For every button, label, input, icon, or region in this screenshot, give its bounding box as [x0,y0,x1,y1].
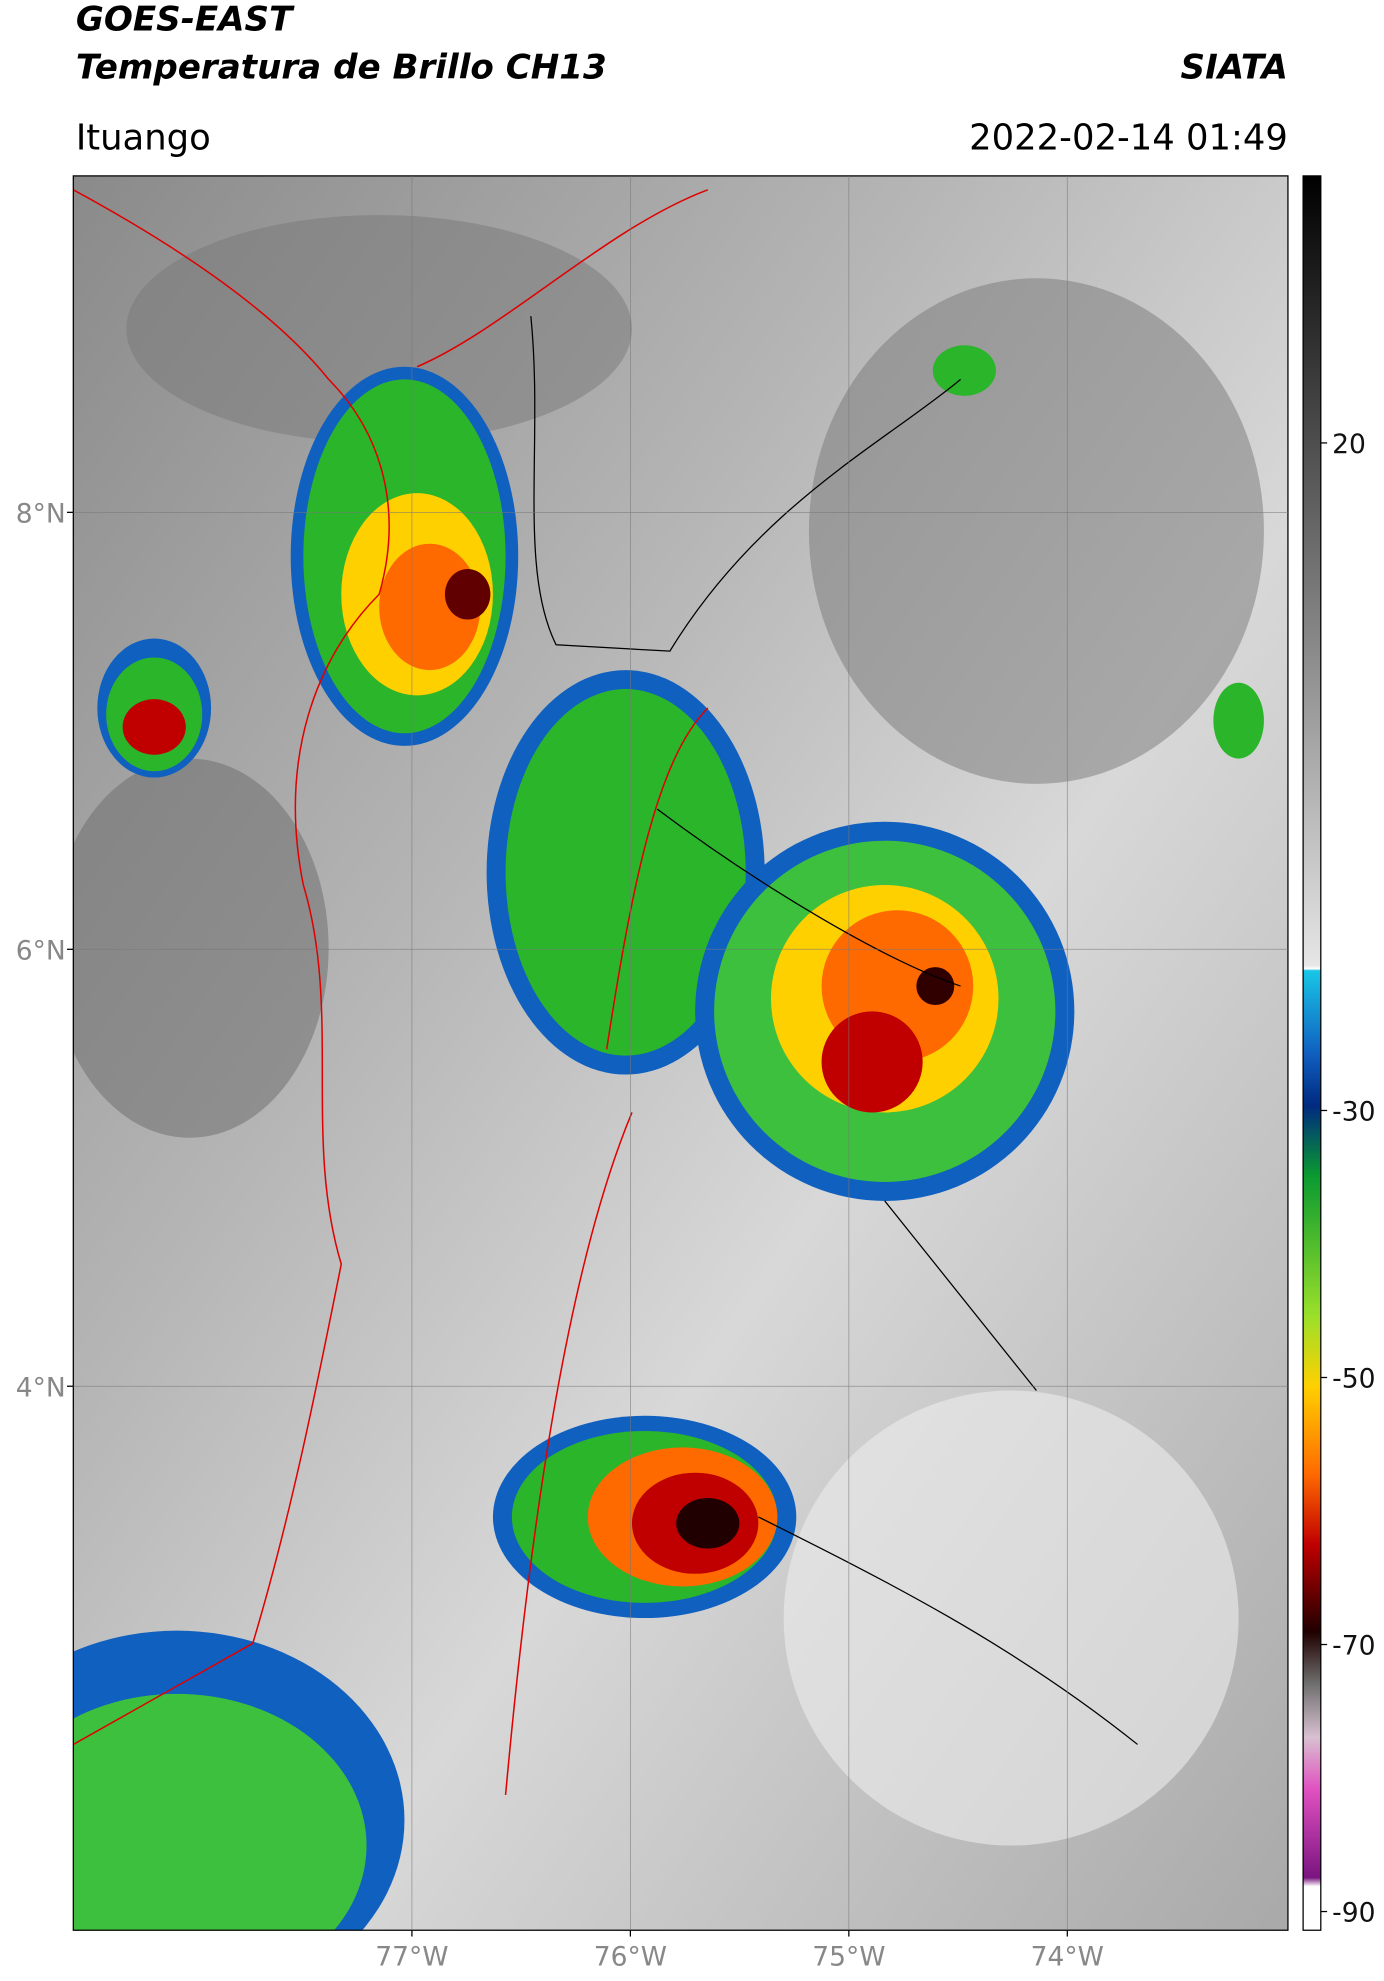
lat-tick-label: 6°N [16,935,66,966]
lon-tick-label: 74°W [1031,1942,1104,1973]
subtitle: Temperatura de Brillo CH13 [76,48,607,88]
lon-tick-label: 77°W [375,1942,448,1973]
colorbar-tick-label: -70 [1332,1631,1375,1662]
lon-tick-label: 76°W [594,1942,667,1973]
satellite-image [73,175,1288,1931]
colorbar [1302,175,1322,1931]
colorbar-tick-label: 20 [1332,429,1366,460]
colorbar-tick-label: -30 [1332,1097,1375,1128]
map-frame [72,175,1289,1931]
lon-tick-label: 75°W [812,1942,885,1973]
colorbar-tick-label: -90 [1332,1898,1375,1929]
location: Ituango [76,117,211,158]
colorbar-tick-label: -50 [1332,1364,1375,1395]
cloud-tops [73,345,1264,1931]
lat-tick-label: 4°N [16,1372,66,1403]
title: GOES-EAST [76,0,295,40]
datetime: 2022-02-14 01:49 [969,117,1288,158]
lat-tick-label: 8°N [16,498,66,529]
source: SIATA [1181,48,1288,88]
